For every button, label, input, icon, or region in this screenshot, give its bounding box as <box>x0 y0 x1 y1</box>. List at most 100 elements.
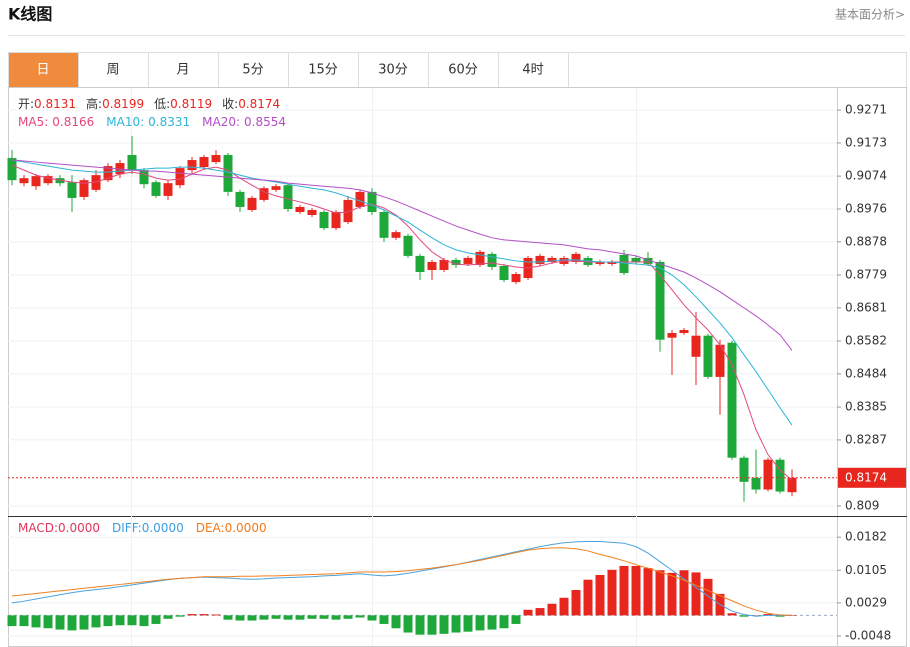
ohlc-label: 开: <box>18 97 34 111</box>
y-tick-label: 0.8681 <box>845 300 887 314</box>
macd-bar <box>127 615 137 626</box>
y-tick-label: 0.8287 <box>845 432 887 446</box>
macd-line <box>11 540 792 617</box>
macd-bar <box>451 615 461 633</box>
macd-bar <box>259 615 269 620</box>
macd-bar <box>487 615 497 630</box>
candle-body <box>463 257 473 264</box>
candle-body <box>43 176 53 184</box>
labels: 0.9271 0.9173 0.9074 0.8976 0.8878 0.8779 0.86… <box>18 96 906 642</box>
tab[interactable]: 15分 <box>288 52 359 88</box>
readout-value: 0.0000 <box>142 521 184 535</box>
tab[interactable]: 周 <box>78 52 149 88</box>
candle-body <box>331 212 341 229</box>
macd-bar <box>115 615 125 626</box>
ohlc-value: 0.8174 <box>238 97 280 111</box>
tab-box[interactable] <box>358 52 429 88</box>
candle-body <box>619 254 629 274</box>
tab-label[interactable]: 5分 <box>242 63 263 78</box>
date-grid <box>131 88 637 646</box>
tab-label[interactable]: 月 <box>176 63 189 78</box>
macd-bar <box>499 615 509 629</box>
candle-body <box>787 477 797 493</box>
candle-body <box>211 155 221 163</box>
macd-bar <box>31 615 41 628</box>
candle-body <box>475 251 485 265</box>
macd-bar <box>619 565 629 616</box>
macd-bar <box>283 615 293 620</box>
macd-bar <box>211 614 221 616</box>
candle-body <box>223 155 233 192</box>
tab-label[interactable]: 30分 <box>378 63 408 78</box>
y-tick-label: 0.8878 <box>845 234 887 248</box>
y-tick-label: 0.8976 <box>845 201 887 215</box>
candle-body <box>319 212 329 229</box>
y-tick-label: 0.809 <box>845 498 879 512</box>
macd-bar <box>655 570 665 616</box>
candle-body <box>439 259 449 270</box>
tab[interactable]: 4时 <box>498 52 569 88</box>
tab-label[interactable]: 15分 <box>308 63 338 78</box>
tab-box[interactable] <box>498 52 569 88</box>
macd-bar <box>139 615 149 627</box>
candle-body <box>655 261 665 340</box>
candle-body <box>295 206 305 213</box>
tab[interactable]: 30分 <box>358 52 429 88</box>
macd-readouts: MACD:0.0000 DIFF:0.0000 DEA:0.0000 <box>18 521 267 535</box>
candle-body <box>595 261 605 264</box>
candle-body <box>7 158 17 181</box>
legend-name: MA10: <box>106 115 144 129</box>
macd-bar <box>523 609 533 616</box>
macd-bar <box>739 615 749 617</box>
last-price-label: 0.8174 <box>845 470 887 484</box>
y-tick-label: 0.8779 <box>845 268 887 282</box>
macd-bar <box>331 615 341 620</box>
candle-body <box>607 261 617 264</box>
tab-label[interactable]: 周 <box>106 63 119 78</box>
macd-bar <box>79 615 89 630</box>
tab[interactable]: 日 <box>8 52 79 88</box>
macd-bar <box>319 615 329 619</box>
macd-bar <box>379 615 389 624</box>
macd-bar <box>415 615 425 635</box>
fundamental-link[interactable]: 基本面分析> <box>835 8 905 22</box>
candle-body <box>139 170 149 185</box>
macd-bar <box>643 568 653 616</box>
y-tick-label: 0.8385 <box>845 400 887 414</box>
macd-bar <box>463 615 473 632</box>
macd-bar <box>163 615 173 619</box>
candle-body <box>643 257 653 264</box>
readout-label: MACD: <box>18 521 58 535</box>
widget-title: K线图 <box>8 5 52 24</box>
macd-bar <box>7 615 17 627</box>
candle-body <box>763 459 773 490</box>
ohlc-value: 0.8131 <box>34 97 76 111</box>
candle-body <box>583 257 593 265</box>
macd-bar <box>235 615 245 621</box>
tab[interactable]: 月 <box>148 52 219 88</box>
macd-bar <box>367 615 377 621</box>
y-tick-label: 0.9074 <box>845 169 887 183</box>
tab[interactable]: 5分 <box>218 52 289 88</box>
candle-body <box>703 335 713 377</box>
ma-line <box>11 159 793 426</box>
candle-body <box>487 253 497 267</box>
candle-body <box>355 191 365 207</box>
macd-bar <box>439 615 449 634</box>
tab-box[interactable] <box>78 52 149 88</box>
tab-label[interactable]: 日 <box>36 63 49 78</box>
ma-line <box>11 164 793 481</box>
candle-body <box>19 178 29 184</box>
macd-bar <box>295 615 305 620</box>
tab[interactable]: 60分 <box>428 52 499 88</box>
macd-bar <box>391 615 401 629</box>
macd-bar <box>43 615 53 629</box>
candle-body <box>127 155 137 171</box>
macd-bar <box>691 572 701 616</box>
tab-label[interactable]: 60分 <box>448 63 478 78</box>
tab-label[interactable]: 4时 <box>522 63 543 78</box>
candle-body <box>259 188 269 200</box>
macd-line <box>11 547 793 616</box>
candle-body <box>151 182 161 196</box>
